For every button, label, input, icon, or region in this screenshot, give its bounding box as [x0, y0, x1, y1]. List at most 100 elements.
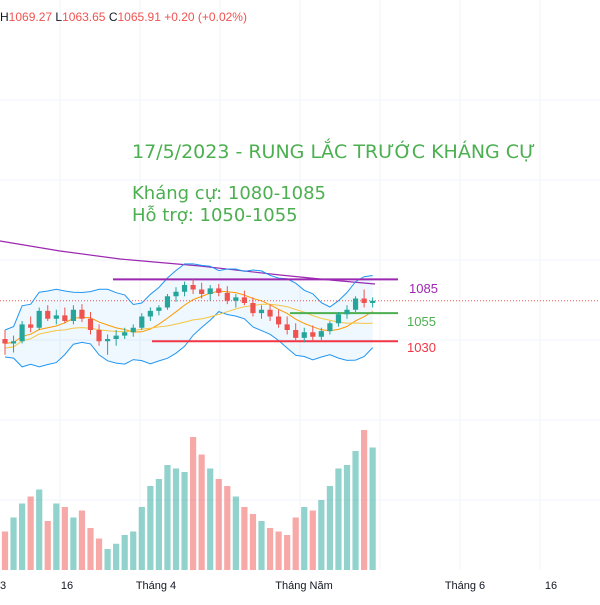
candle-body [122, 332, 128, 336]
level-label-resistance: 1085 [409, 281, 438, 296]
volume-bar [369, 447, 376, 570]
candle-body [344, 309, 350, 315]
level-label-floor: 1030 [407, 340, 436, 355]
volume-bar [113, 543, 120, 570]
volume-bar [190, 437, 197, 570]
volume-bar [53, 503, 60, 570]
ohlc-readout: H1069.27 L1063.65 C1065.91 +0.20 (+0.02%… [0, 10, 247, 24]
candle-body [96, 330, 102, 342]
annotation-support: Hỗ trợ: 1050-1055 [132, 205, 298, 226]
candle-body [241, 297, 247, 303]
candle-body [224, 292, 230, 301]
candle-body [105, 339, 111, 342]
candle-body [301, 332, 307, 338]
candle-body [113, 335, 119, 339]
candle-body [19, 324, 25, 342]
volume-bar [343, 465, 351, 570]
candle-body [28, 324, 34, 328]
volume-bar [138, 507, 145, 570]
candle-body [173, 291, 179, 297]
x-axis-label: 16 [60, 580, 74, 592]
bollinger-upper [4, 263, 373, 331]
volume-bar [181, 472, 188, 570]
candle-body [36, 310, 42, 328]
volume-bar [309, 510, 316, 570]
x-axis-label: Tháng Năm [275, 580, 333, 592]
candle-body [361, 298, 367, 303]
volume-bar [147, 486, 154, 570]
volume-bar [249, 514, 257, 570]
candle-body [147, 310, 153, 317]
volume-bar [207, 468, 214, 570]
volume-bar [232, 496, 239, 570]
volume-bar [61, 507, 68, 570]
volume-bar [198, 454, 205, 570]
candle-body [139, 316, 145, 328]
volume-bar [361, 430, 368, 570]
volume-bar [352, 451, 359, 570]
candle-body [267, 309, 273, 317]
volume-bar [326, 486, 333, 570]
volume-bar [172, 468, 180, 570]
candle-body [293, 330, 299, 338]
volume-bar [19, 503, 26, 570]
volume-bar [292, 517, 299, 570]
volume-bar [78, 510, 86, 570]
volume-bar [266, 528, 274, 570]
candle-body [87, 318, 94, 330]
close-key: C [108, 10, 118, 24]
low-key: L [55, 10, 63, 24]
volume-bar [258, 521, 265, 570]
volume-bar [224, 486, 231, 570]
candle-body [45, 310, 51, 319]
candle-body [199, 289, 205, 294]
candle-body [164, 296, 171, 308]
candle-body [327, 323, 333, 332]
x-axis-label: Tháng 6 [444, 580, 486, 592]
level-label-support: 1055 [407, 314, 436, 329]
candle-body [53, 315, 59, 319]
volume-bar [301, 507, 308, 570]
candle-body [352, 298, 359, 310]
volume-bar [155, 479, 162, 570]
candle-body [310, 332, 316, 337]
candle-body [79, 309, 85, 319]
candle-body [2, 339, 8, 344]
x-axis-label: 3 [0, 580, 7, 592]
volume-bar [318, 500, 325, 570]
candle-body [181, 285, 188, 292]
volume-bar [10, 517, 17, 570]
volume-bar [121, 535, 128, 570]
low-value: 1063.65 [62, 10, 106, 24]
candle-body [207, 288, 213, 294]
candle-body [318, 331, 324, 337]
change-value: +0.20 (+0.02%) [164, 10, 247, 24]
candle-body [216, 288, 222, 293]
volume-bar [44, 521, 51, 570]
annotation-resistance: Kháng cự: 1080-1085 [132, 183, 327, 204]
x-axis-label: 16 [544, 580, 558, 592]
volume-bar [275, 531, 282, 570]
candle-body [62, 315, 68, 321]
candle-body [156, 307, 162, 311]
candle-body [335, 314, 342, 324]
high-key: H [0, 10, 9, 24]
candle-body [258, 309, 265, 314]
close-value: 1065.91 [117, 10, 161, 24]
volume-bar [1, 531, 9, 570]
candle-body [250, 303, 256, 314]
candle-body [130, 327, 136, 333]
x-axis-label: Tháng 4 [135, 580, 177, 592]
annotation-title: 17/5/2023 - RUNG LẮC TRƯỚC KHÁNG CỰ [132, 141, 536, 163]
volume-bar [284, 535, 291, 570]
candle-body [233, 297, 239, 301]
candle-body [10, 341, 17, 344]
volume-bar [36, 489, 43, 570]
volume-bar [241, 507, 248, 570]
volume-bar [95, 538, 103, 570]
volume-bar [104, 549, 111, 570]
volume-bar [335, 468, 342, 570]
volume-bar [87, 528, 94, 570]
